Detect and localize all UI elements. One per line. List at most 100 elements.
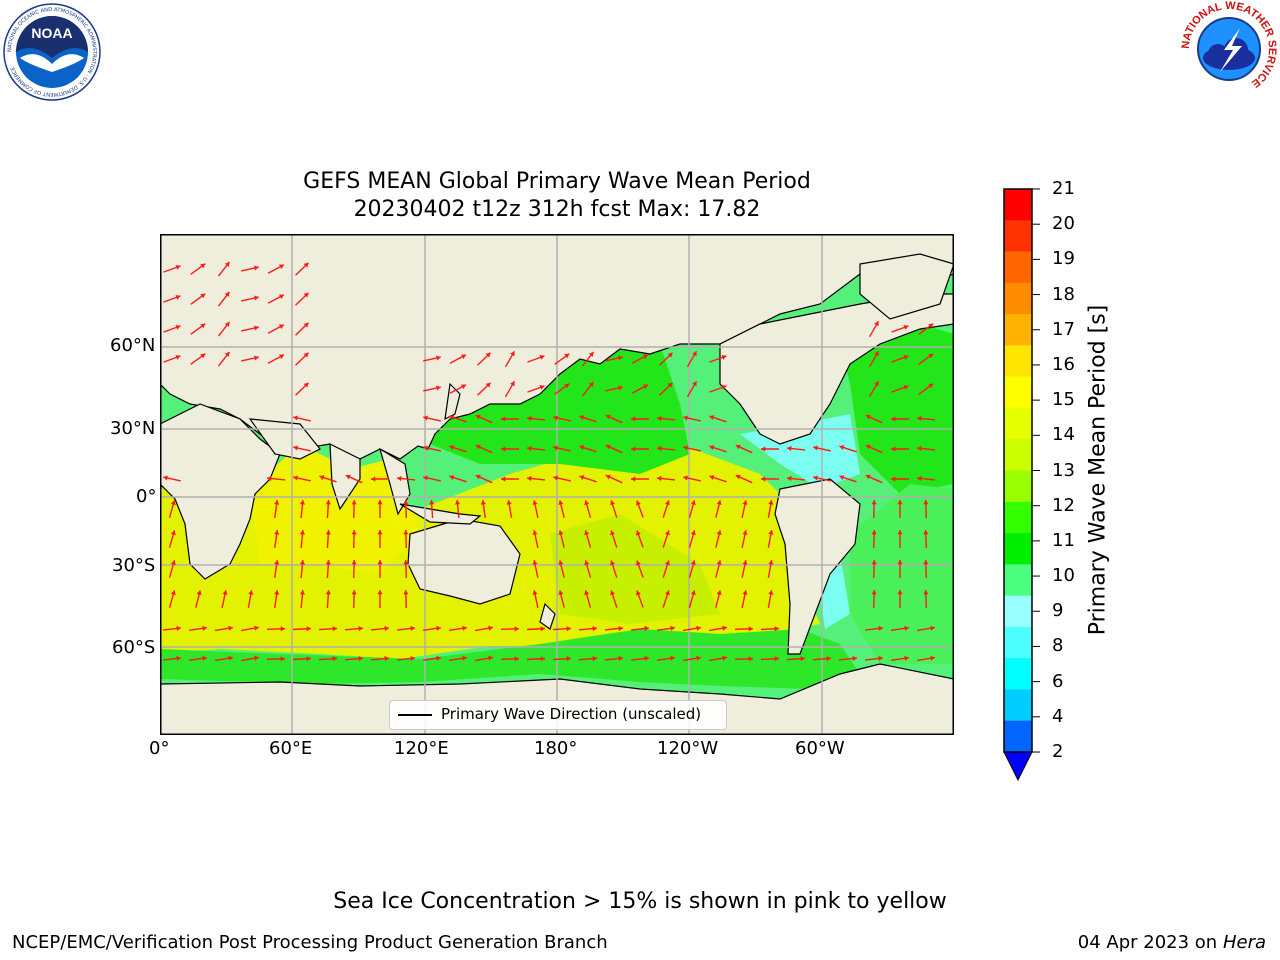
chart-title: GEFS MEAN Global Primary Wave Mean Perio… [303,169,811,194]
direction-arrow-head [618,655,623,662]
colorbar-tick-label: 19 [1052,248,1075,270]
wave-period-map [160,234,954,735]
direction-arrow-head [636,500,641,506]
direction-arrow-head [904,655,909,661]
direction-arrow-head [384,625,389,632]
direction-arrow-head [319,475,325,480]
direction-arrow-head [224,321,230,327]
sea-ice-note: Sea Ice Concentration > 15% is shown in … [333,889,947,914]
direction-arrow-head [423,475,428,481]
direction-arrow-head [871,530,877,535]
direction-arrow-head [475,444,481,450]
direction-arrow-head [768,500,774,505]
direction-arrow-head [735,474,741,480]
colorbar-segment [1004,189,1032,221]
colorbar-tick-label: 18 [1052,283,1075,305]
direction-arrow-head [564,353,570,359]
direction-arrow-head [690,500,696,506]
direction-arrow-head [303,262,309,268]
colorbar-tick-label: 8 [1052,635,1064,657]
direction-arrow-head [384,655,389,662]
direction-arrow-head [403,530,409,535]
direction-arrow-head [787,445,792,452]
direction-arrow-head [631,446,636,452]
direction-arrow-head [274,590,280,595]
direction-arrow-head [461,384,466,390]
direction-arrow-head [175,295,181,300]
direction-arrow-head [175,355,181,360]
direction-arrow-head [254,655,259,661]
direction-arrow-head [891,446,896,452]
colorbar-tick-label: 9 [1052,600,1064,622]
direction-arrow-head [566,626,571,632]
direction-arrow-head [254,355,259,361]
direction-arrow-head [897,500,903,505]
direction-arrow-head [761,476,766,482]
direction-arrow-head [514,626,519,632]
direction-arrow-head [202,655,207,661]
direction-arrow-head [553,415,558,421]
colorbar-tick-label: 15 [1052,389,1075,411]
direction-arrow-head [928,323,934,329]
direction-arrow-head [501,446,506,452]
direction-arrow-head [665,560,670,566]
direction-arrow-head [644,625,649,631]
map-frame [160,234,954,735]
direction-arrow-head [303,382,309,388]
direction-arrow-head [449,475,455,480]
land-australia [407,518,521,605]
direction-arrow-head [170,530,176,536]
direction-arrow-head [709,415,715,420]
direction-arrow-head [657,475,662,482]
direction-arrow-head [874,381,879,387]
direction-arrow-head [768,590,774,595]
colorbar-segment [1004,626,1032,659]
direction-arrow-head [716,590,722,595]
direction-arrow-head [279,264,284,270]
direction-arrow-head [293,415,298,421]
direction-arrow-head [917,475,922,482]
direction-arrow-head [696,655,701,661]
direction-arrow-head [175,325,181,330]
direction-arrow-head [742,530,748,535]
direction-arrow-head [605,474,611,480]
direction-arrow-head [462,625,467,631]
direction-arrow-head [345,474,351,480]
direction-arrow-head [584,530,590,536]
direction-arrow-head [774,656,779,662]
direction-arrow-head [618,385,623,391]
direction-arrow-head [636,530,641,536]
direction-arrow-head [923,500,929,505]
direction-arrow-head [930,655,935,661]
direction-arrow-head [254,295,259,301]
direction-arrow-head [436,655,441,661]
direction-arrow-head [299,590,306,595]
direction-arrow-head [224,351,230,357]
direction-arrow-head [325,560,331,565]
wave-direction-arrows [163,261,936,662]
direction-arrow-head [584,500,590,506]
direction-arrow-head [564,383,570,389]
direction-arrow-head [667,382,673,388]
direction-arrow-head [527,445,532,452]
direction-arrow-head [488,655,493,661]
direction-arrow-head [358,656,363,662]
direction-arrow-head [891,476,896,482]
direction-arrow-head [709,445,715,450]
direction-arrow-head [332,626,337,632]
direction-arrow-head [303,322,309,328]
direction-arrow-head [351,500,357,505]
direction-arrow-head [774,626,779,632]
colorbar-segment [1004,470,1032,503]
direction-arrow-head [410,625,415,631]
direction-arrow-head [170,560,176,566]
direction-arrow-head [874,351,879,357]
colorbar-segment [1004,658,1032,690]
direction-arrow-head [248,590,254,595]
colorbar-tick-label: 21 [1052,178,1075,199]
direction-arrow-head [584,560,590,566]
direction-arrow-head [692,381,697,387]
direction-arrow-head [761,446,766,452]
direction-arrow-head [299,560,306,565]
colorbar-segment [1004,407,1032,440]
